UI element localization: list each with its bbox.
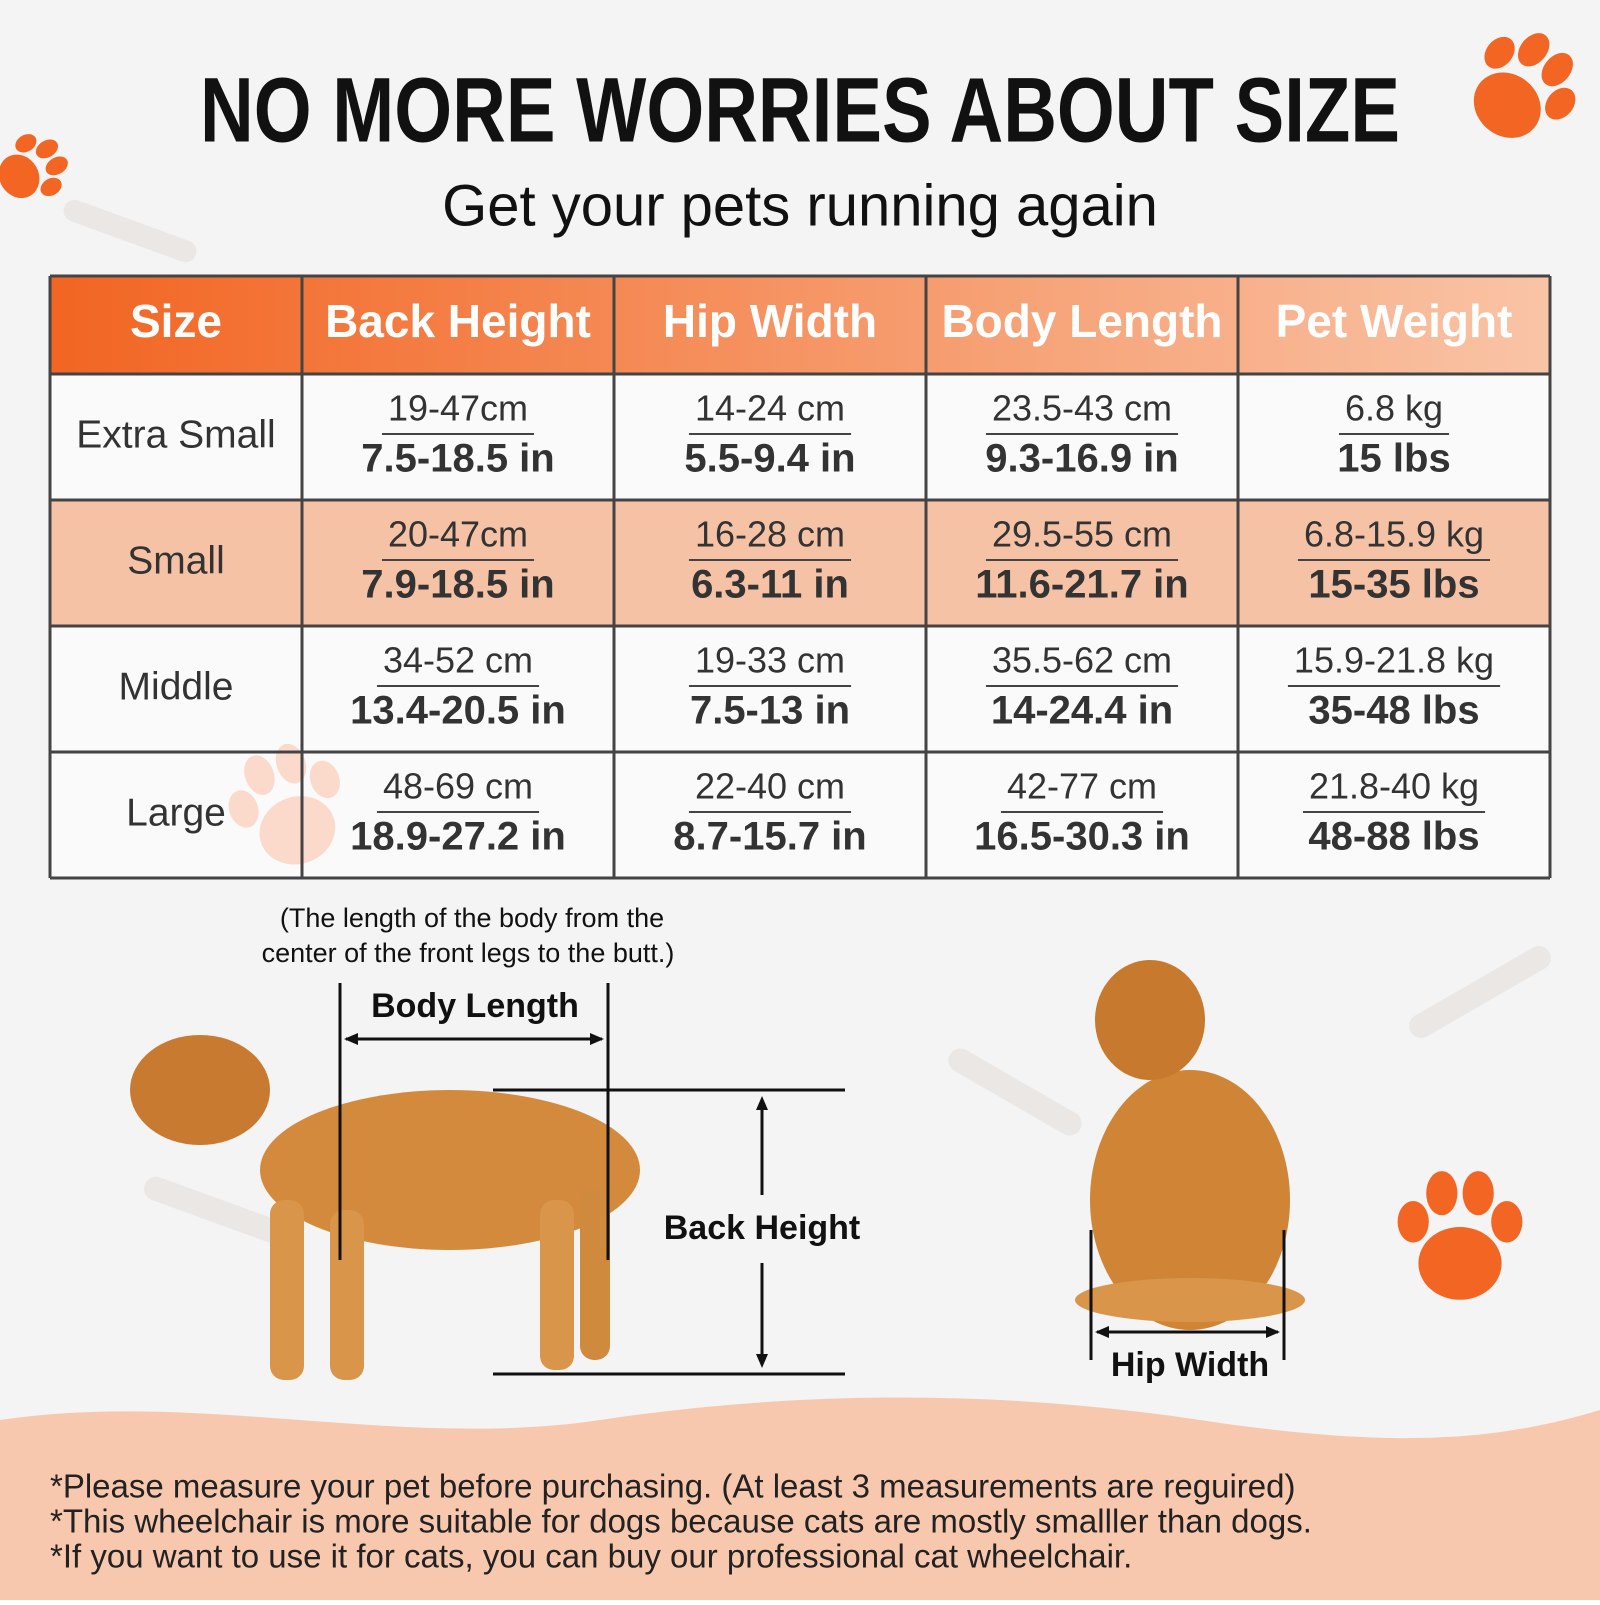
column-header: Back Height [325,295,591,347]
bottom-band [0,1397,1600,1600]
metric-value: 23.5-43 cm [992,388,1172,429]
note: *Please measure your pet before purchasi… [50,1468,1295,1505]
metric-value: 21.8-40 kg [1309,766,1479,807]
table-row [50,626,1550,752]
metric-value: 22-40 cm [695,766,845,807]
imperial-value: 7.5-18.5 in [361,437,554,481]
size-cell: Extra Small [76,413,275,456]
metric-value: 29.5-55 cm [992,514,1172,555]
metric-value: 6.8-15.9 kg [1304,514,1484,555]
sitting-dog [1075,960,1305,1330]
column-header: Hip Width [663,295,877,347]
metric-value: 42-77 cm [1007,766,1157,807]
table-row [50,752,1550,878]
imperial-value: 14-24.4 in [991,689,1173,733]
metric-value: 15.9-21.8 kg [1294,640,1494,681]
subtitle: Get your pets running again [442,173,1158,238]
imperial-value: 8.7-15.7 in [673,815,866,859]
header-row [50,276,1550,374]
note: *If you want to use it for cats, you can… [50,1538,1132,1575]
metric-value: 20-47cm [388,514,528,555]
imperial-value: 6.3-11 in [691,563,849,607]
imperial-value: 48-88 lbs [1308,815,1479,859]
imperial-value: 15-35 lbs [1308,563,1479,607]
imperial-value: 9.3-16.9 in [985,437,1178,481]
metric-value: 34-52 cm [383,640,533,681]
body-length-note: center of the front legs to the butt.) [262,938,675,968]
metric-value: 19-33 cm [695,640,845,681]
back-height-label: Back Height [664,1209,861,1247]
imperial-value: 11.6-21.7 in [975,563,1188,607]
metric-value: 19-47cm [388,388,528,429]
imperial-value: 7.5-13 in [690,689,850,733]
metric-value: 48-69 cm [383,766,533,807]
metric-value: 16-28 cm [695,514,845,555]
size-table: Size Back Height Hip Width Body Length Pet W… [48,274,1552,880]
column-header: Size [130,295,222,347]
size-cell: Large [126,791,226,834]
hip-width-label: Hip Width [1111,1346,1269,1384]
imperial-value: 7.9-18.5 in [361,563,554,607]
imperial-value: 13.4-20.5 in [350,689,566,733]
size-cell: Small [127,539,225,582]
title: NO MORE WORRIES ABOUT SIZE [200,59,1400,161]
imperial-value: 5.5-9.4 in [684,437,855,481]
body-length-label: Body Length [371,987,579,1025]
metric-value: 14-24 cm [695,388,845,429]
table-row [50,500,1550,626]
metric-value: 35.5-62 cm [992,640,1172,681]
column-header: Body Length [941,295,1222,347]
table-row [50,374,1550,500]
measure-lines [338,983,1286,1376]
column-header: Pet Weight [1276,295,1513,347]
imperial-value: 18.9-27.2 in [350,815,566,859]
note: *This wheelchair is more suitable for do… [50,1503,1312,1540]
arrow-heads [344,1033,1280,1368]
metric-value: 6.8 kg [1345,388,1443,429]
standing-dog [130,1035,640,1380]
body-length-note: (The length of the body from the [280,903,664,933]
size-cell: Middle [119,665,234,708]
imperial-value: 16.5-30.3 in [974,815,1190,859]
imperial-value: 35-48 lbs [1308,689,1479,733]
imperial-value: 15 lbs [1337,437,1450,481]
bone-pattern [63,199,1551,1248]
